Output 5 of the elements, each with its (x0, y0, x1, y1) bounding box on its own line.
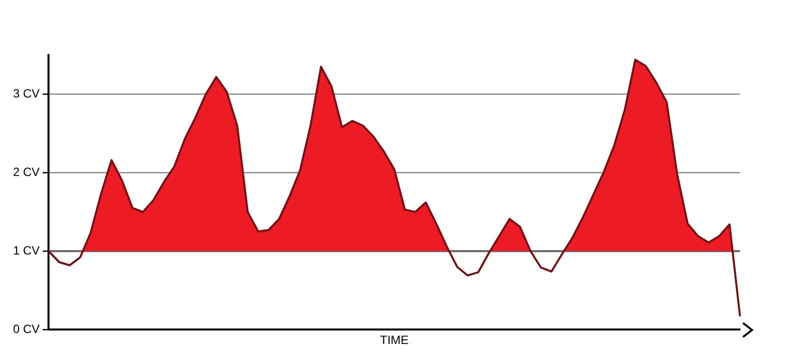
y-tick-label: 1 CV (12, 243, 40, 258)
x-axis-title: TIME (380, 333, 409, 348)
y-tick-label: 0 CV (12, 322, 40, 336)
y-tick-label: 2 CV (12, 165, 40, 179)
y-tick-label: 3 CV (12, 86, 40, 101)
